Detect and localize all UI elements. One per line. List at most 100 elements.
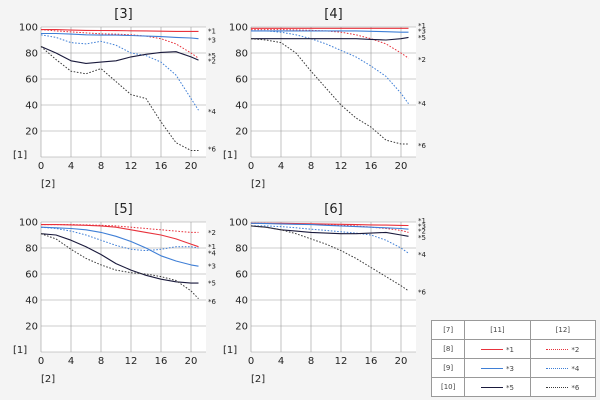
legend-row: [8] *1 *2 bbox=[430, 339, 597, 359]
y-tick-label: 100 bbox=[229, 218, 248, 229]
y-tick-label: 100 bbox=[19, 23, 38, 34]
legend-header-cell: [11] bbox=[464, 320, 531, 340]
series-end-label: *3 bbox=[208, 263, 216, 271]
chart-title: [3] bbox=[114, 7, 132, 22]
series-line bbox=[251, 30, 409, 33]
y-tick-label: 20 bbox=[235, 322, 248, 333]
x-tick-label: 4 bbox=[278, 356, 284, 367]
chart-title: [5] bbox=[114, 202, 132, 217]
x-axis-label: [2] bbox=[41, 374, 55, 385]
x-tick-label: 4 bbox=[68, 161, 74, 172]
legend-item-label: *4 bbox=[571, 364, 580, 373]
x-tick-label: 4 bbox=[68, 356, 74, 367]
x-tick-label: 12 bbox=[125, 161, 138, 172]
x-axis-label: [2] bbox=[251, 179, 265, 190]
legend-item: *2 bbox=[529, 339, 597, 359]
x-tick-label: 16 bbox=[155, 356, 168, 367]
series-end-label: *3 bbox=[418, 222, 426, 230]
series-end-label: *2 bbox=[418, 228, 426, 236]
x-tick-label: 16 bbox=[365, 161, 378, 172]
y-tick-label: 80 bbox=[25, 244, 38, 255]
y-tick-label: 80 bbox=[235, 49, 248, 60]
chart-title: [4] bbox=[324, 7, 342, 22]
legend-swatch bbox=[546, 368, 569, 370]
series-line bbox=[250, 222, 409, 230]
legend-item-label: *5 bbox=[506, 383, 514, 392]
x-axis-label: [2] bbox=[251, 374, 265, 385]
legend-item-label: *3 bbox=[506, 364, 514, 373]
legend-item-label: *2 bbox=[571, 345, 580, 354]
plot-area bbox=[251, 27, 416, 157]
x-tick-label: 12 bbox=[335, 356, 348, 367]
series-line bbox=[41, 224, 199, 233]
x-tick-label: 20 bbox=[185, 161, 198, 172]
series-end-label: *2 bbox=[208, 57, 216, 65]
plot-area bbox=[41, 222, 206, 352]
x-tick-label: 12 bbox=[335, 161, 348, 172]
chart-panel: 0 4 8 12 16 20 100 80 60 40 20 [3] [1] [2] *1 *3 *5*2 *4 *… bbox=[13, 7, 217, 190]
series-end-label: *5 bbox=[208, 52, 216, 60]
series-end-label: *4 bbox=[418, 100, 427, 108]
x-tick-label: 0 bbox=[248, 161, 254, 172]
x-axis-label: [2] bbox=[41, 179, 55, 190]
legend-swatch bbox=[481, 349, 503, 351]
series-line bbox=[40, 233, 199, 300]
y-tick-label: 60 bbox=[235, 270, 248, 281]
series-end-label: *5 bbox=[208, 280, 216, 288]
legend-item: *3 bbox=[464, 358, 531, 378]
x-tick-label: 8 bbox=[98, 161, 104, 172]
y-tick-label: 40 bbox=[235, 101, 248, 112]
plot-area bbox=[41, 27, 206, 157]
series-end-label: *1 bbox=[418, 22, 426, 30]
x-tick-label: 0 bbox=[248, 356, 254, 367]
series-end-label: *5 bbox=[418, 234, 426, 242]
series-line bbox=[41, 29, 199, 32]
y-axis-label: [1] bbox=[223, 150, 237, 161]
series-end-label: *6 bbox=[208, 146, 217, 154]
series-line bbox=[250, 225, 409, 237]
y-tick-label: 20 bbox=[235, 127, 248, 138]
x-tick-label: 8 bbox=[308, 356, 314, 367]
series-end-label: *4 bbox=[208, 108, 217, 116]
legend-item-label: *6 bbox=[571, 383, 580, 392]
y-tick-label: 60 bbox=[25, 270, 38, 281]
series-line bbox=[40, 46, 199, 151]
x-tick-label: 16 bbox=[155, 161, 168, 172]
legend-item: *6 bbox=[529, 377, 597, 397]
series-end-label: *4 bbox=[418, 251, 427, 259]
y-tick-label: 60 bbox=[235, 75, 248, 86]
series-end-label: *6 bbox=[208, 298, 217, 306]
chart-panel: 0 4 8 12 16 20 100 80 60 40 20 [6] [1] [2] *1*3*2*5 *4 *… bbox=[223, 202, 427, 385]
series-end-label: *6 bbox=[418, 289, 427, 297]
series-line bbox=[250, 38, 409, 145]
legend-swatch bbox=[481, 368, 503, 370]
legend-item: *1 bbox=[464, 339, 531, 359]
series-end-label: *1 bbox=[208, 27, 216, 35]
series-end-label: *4 bbox=[208, 250, 217, 258]
y-axis-label: [1] bbox=[223, 345, 237, 356]
y-tick-label: 100 bbox=[19, 218, 38, 229]
legend-swatch bbox=[481, 387, 503, 389]
legend-row: [9] *3 *4 bbox=[430, 358, 597, 378]
series-line bbox=[251, 225, 409, 254]
series-line bbox=[41, 32, 199, 40]
series-end-label: *2 bbox=[208, 229, 216, 237]
legend-header-cell: [12] bbox=[529, 320, 597, 340]
legend-swatch bbox=[546, 349, 569, 351]
series-line bbox=[251, 36, 409, 41]
legend-table: [7] [11] [12] [8] *1 *2 [9] *3 *4 [10] *… bbox=[430, 320, 597, 397]
legend-header-cell: [7] bbox=[430, 320, 466, 340]
y-tick-label: 100 bbox=[229, 23, 248, 34]
plot-area bbox=[251, 222, 416, 352]
x-tick-label: 0 bbox=[38, 356, 44, 367]
series-line bbox=[250, 225, 409, 292]
y-tick-label: 40 bbox=[235, 296, 248, 307]
legend-item: *5 bbox=[464, 377, 531, 397]
y-tick-label: 80 bbox=[235, 244, 248, 255]
series-end-label: *1 bbox=[208, 243, 216, 251]
legend-row-label: [8] bbox=[430, 339, 466, 359]
series-end-label: *6 bbox=[418, 142, 427, 150]
y-tick-label: 60 bbox=[25, 75, 38, 86]
series-end-label: *5 bbox=[418, 34, 426, 42]
